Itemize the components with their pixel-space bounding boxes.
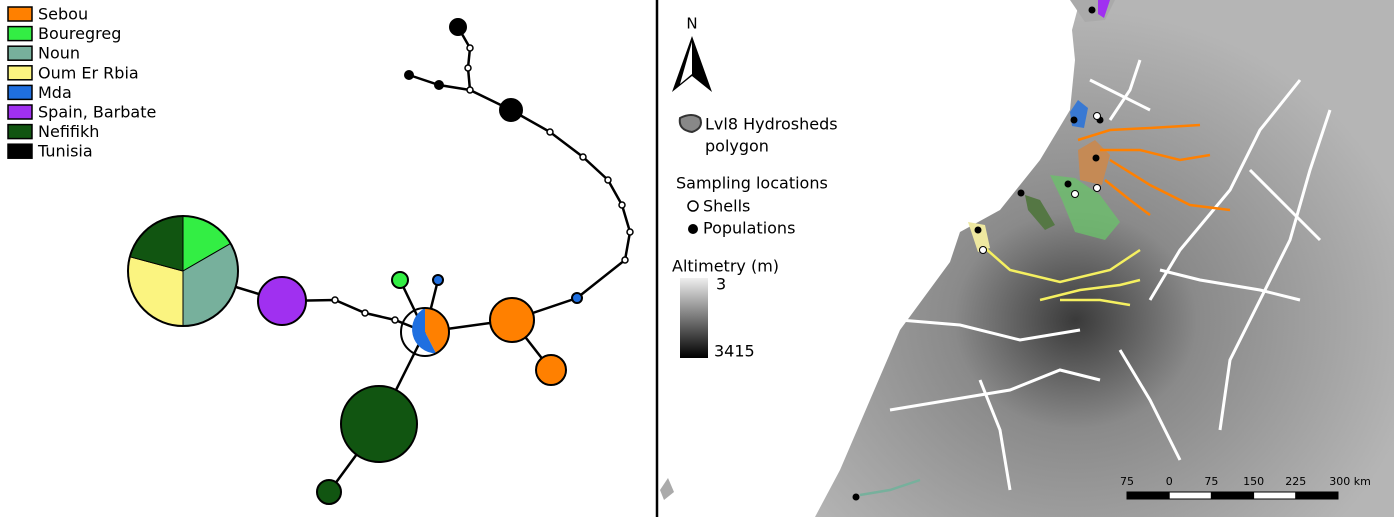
network: [128, 19, 633, 504]
legend-swatch: [8, 105, 32, 119]
map-legend: Lvl8 Hydrosheds polygon Sampling locatio…: [672, 115, 838, 361]
scale-segment: [1254, 492, 1296, 499]
sampling-title: Sampling locations: [676, 174, 828, 193]
legend-swatch: [8, 85, 32, 99]
scale-segment: [1211, 492, 1253, 499]
scale-label: 225: [1285, 475, 1306, 488]
scale-label: 300 km: [1329, 475, 1371, 488]
legend-swatch: [8, 144, 32, 158]
polygon-label: polygon: [705, 137, 769, 156]
legend-swatch: [8, 27, 32, 41]
legend-swatch: [8, 125, 32, 139]
altimetry-title: Altimetry (m): [672, 257, 779, 276]
scale-label: 75: [1204, 475, 1218, 488]
legend-label: Sebou: [38, 5, 88, 24]
scale-segment: [1296, 492, 1338, 499]
scale-segment: [1127, 492, 1169, 499]
figure: SebouBouregregNounOum Er RbiaMdaSpain, B…: [0, 0, 1394, 517]
polygon-label: Lvl8 Hydrosheds: [705, 115, 838, 134]
legend-label: Nefifikh: [38, 122, 99, 141]
legend-label: Bouregreg: [38, 24, 121, 43]
legend-label: Tunisia: [37, 142, 93, 161]
legend-label: Spain, Barbate: [38, 103, 156, 122]
north-label: N: [686, 15, 697, 33]
populations-label: Populations: [703, 219, 795, 238]
legend-swatch: [8, 7, 32, 21]
legend-label: Oum Er Rbia: [38, 63, 139, 82]
scale-label: 75: [1120, 475, 1134, 488]
legend-label: Noun: [38, 44, 80, 63]
altimetry-min: 3: [716, 275, 726, 294]
scale-label: 150: [1243, 475, 1264, 488]
altimetry-max: 3415: [714, 342, 755, 361]
scale-segment: [1169, 492, 1211, 499]
scale-label: 0: [1166, 475, 1173, 488]
shells-label: Shells: [703, 197, 750, 216]
legend-label: Mda: [38, 83, 72, 102]
north-arrow: N: [672, 15, 712, 93]
legend-swatch: [8, 46, 32, 60]
legend-swatch: [8, 66, 32, 80]
